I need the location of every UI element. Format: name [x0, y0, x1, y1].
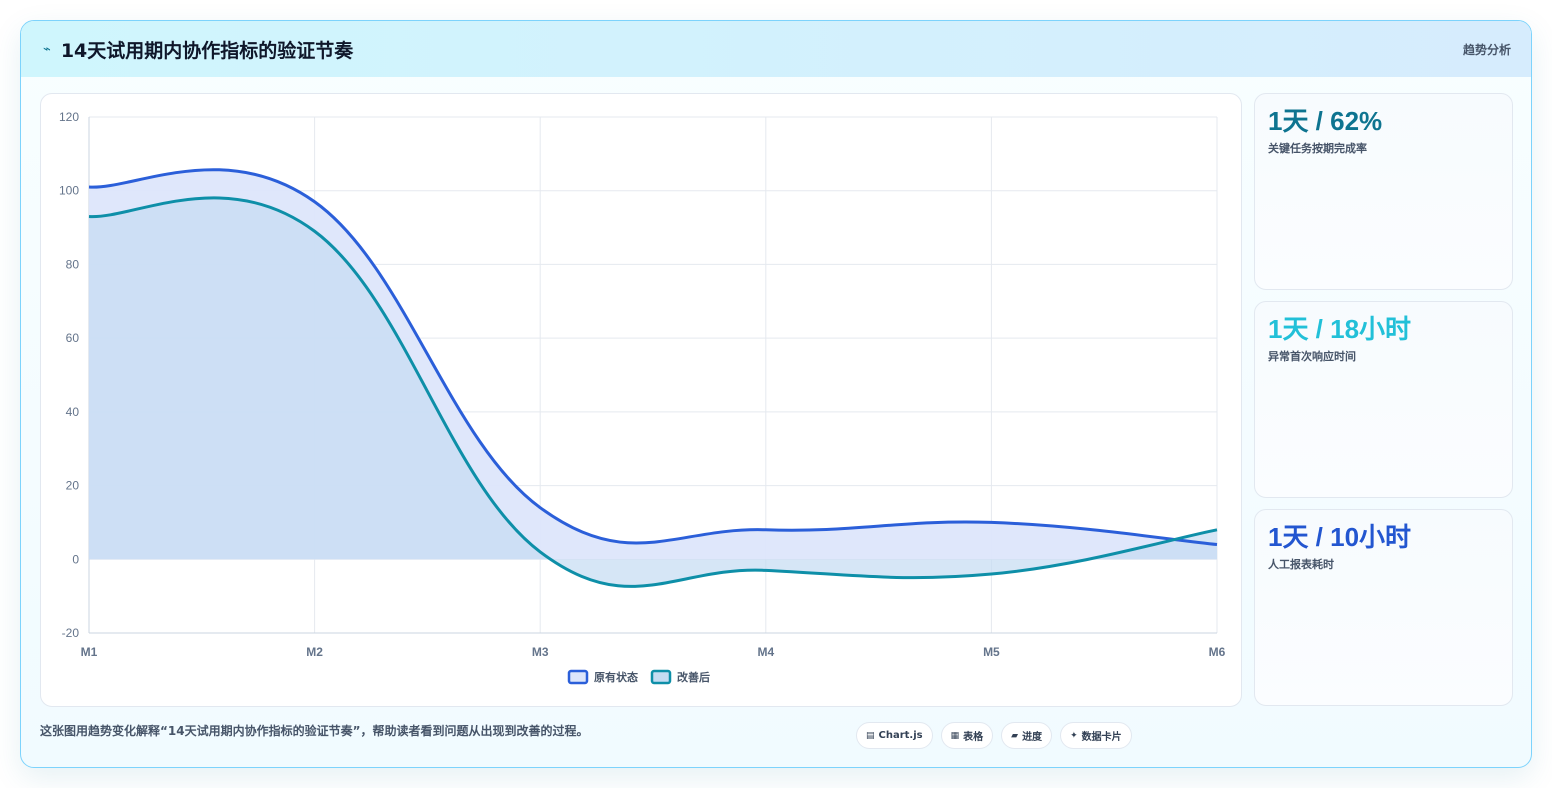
category-tag: 趋势分析: [1462, 42, 1511, 57]
x-tick-label: M2: [306, 645, 323, 659]
trend-icon: ⌁: [43, 41, 51, 57]
stat-value: 1天 / 10小时: [1268, 522, 1412, 552]
chip-chartjs[interactable]: ▤ Chart.js: [856, 722, 933, 749]
chip-label: 数据卡片: [1081, 732, 1122, 743]
sparkle-icon: ✦: [1070, 730, 1078, 741]
chip-label: 表格: [963, 732, 984, 743]
table-icon: ▦: [950, 730, 960, 741]
line-chart: -20 0 20 40 60 80 100 120 M1 M2 M3 M4 M5 M6 原有状态 改善后: [59, 110, 1226, 685]
legend-swatch: [567, 669, 589, 685]
series-line-2: [88, 196, 1218, 588]
stat-card-report-time: 1天 / 10小时 人工报表耗时: [1254, 509, 1513, 706]
card-header: ⌁ 14天试用期内协作指标的验证节奏 趋势分析: [21, 21, 1531, 77]
x-tick-label: M1: [81, 645, 98, 659]
chart-icon: ▤: [866, 730, 875, 741]
progress-icon: ▰: [1011, 730, 1019, 741]
chip-label: 进度: [1022, 732, 1043, 743]
stat-label: 异常首次响应时间: [1268, 350, 1356, 363]
chart-description: 这张图用趋势变化解释“14天试用期内协作指标的验证节奏”，帮助读者看到问题从出现…: [40, 724, 589, 738]
series-line-1: [88, 168, 1218, 547]
x-tick-label: M3: [532, 645, 549, 659]
y-tick-label: 80: [66, 257, 80, 271]
chip-label: Chart.js: [878, 730, 923, 741]
y-tick-label: -20: [62, 626, 80, 640]
card-title: 14天试用期内协作指标的验证节奏: [60, 39, 354, 62]
legend-label[interactable]: 原有状态: [594, 670, 638, 684]
y-tick-label: 120: [59, 110, 79, 124]
stat-card-completion-rate: 1天 / 62% 关键任务按期完成率: [1254, 93, 1513, 290]
chart-panel: -20 0 20 40 60 80 100 120 M1 M2 M3 M4 M5 M6 原有状态 改善后: [40, 93, 1242, 707]
y-tick-label: 40: [66, 405, 80, 419]
y-tick-label: 20: [66, 479, 80, 493]
stat-label: 关键任务按期完成率: [1268, 142, 1367, 155]
stat-value: 1天 / 18小时: [1268, 314, 1412, 344]
x-tick-label: M5: [983, 645, 1000, 659]
legend-label[interactable]: 改善后: [677, 670, 710, 684]
legend-swatch: [650, 669, 672, 685]
y-tick-label: 0: [72, 552, 79, 566]
chip-progress[interactable]: ▰ 进度: [1001, 722, 1053, 749]
chip-data-card[interactable]: ✦ 数据卡片: [1060, 722, 1132, 749]
chip-table[interactable]: ▦ 表格: [940, 722, 994, 749]
report-card: ⌁ 14天试用期内协作指标的验证节奏 趋势分析 -20 0 20 40 60 80 100 1…: [20, 20, 1532, 768]
stat-card-response-time: 1天 / 18小时 异常首次响应时间: [1254, 301, 1513, 498]
x-tick-label: M4: [757, 645, 774, 659]
x-tick-label: M6: [1209, 645, 1226, 659]
tech-chips: ▤ Chart.js ▦ 表格 ▰ 进度 ✦ 数据卡片: [856, 722, 1132, 749]
stat-value: 1天 / 62%: [1268, 106, 1383, 136]
y-tick-label: 100: [59, 184, 79, 198]
stat-label: 人工报表耗时: [1268, 558, 1334, 571]
y-tick-label: 60: [66, 331, 80, 345]
